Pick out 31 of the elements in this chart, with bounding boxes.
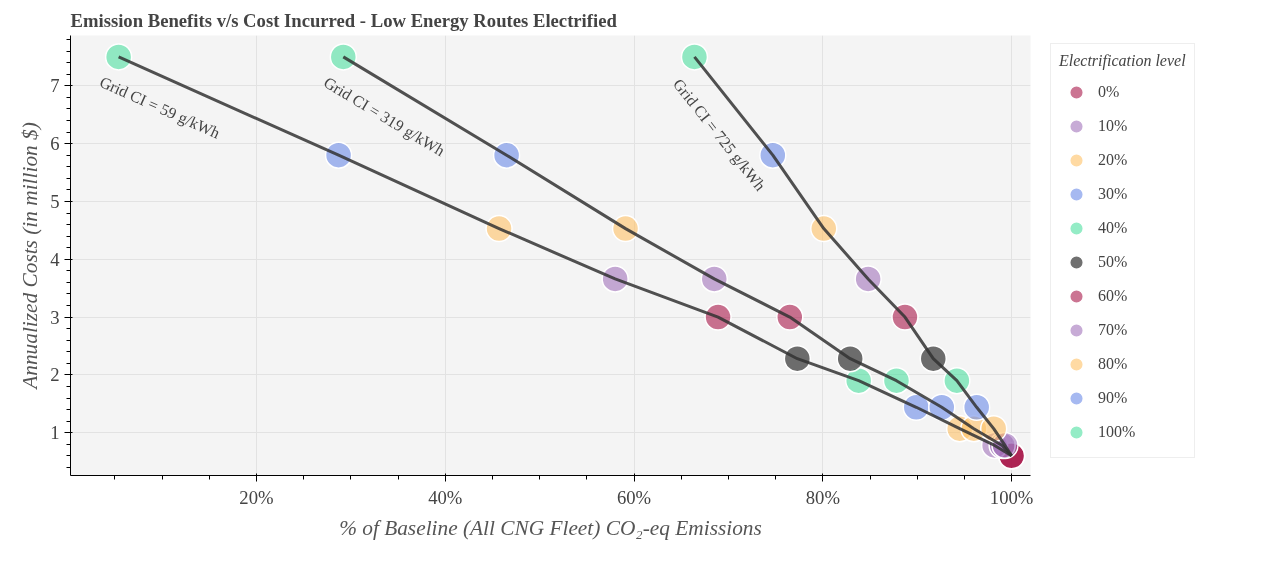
legend-label: 0% [1098, 83, 1120, 101]
y-tick-label: 1 [50, 422, 60, 444]
y-tick-label: 4 [50, 248, 61, 270]
legend-label: 30% [1098, 185, 1128, 203]
legend-label: 100% [1098, 423, 1136, 441]
legend-label: 60% [1098, 287, 1128, 305]
x-tick-label: 100% [989, 486, 1034, 508]
x-axis-title: % of Baseline (All CNG Fleet) CO₂-eq Emissions [339, 515, 762, 540]
x-tick-label: 80% [805, 486, 840, 508]
y-axis-title: Annualized Costs (in million $) [18, 122, 43, 391]
x-tick-label: 20% [239, 486, 274, 508]
y-tick-label: 2 [50, 364, 60, 386]
point [329, 43, 358, 71]
legend-label: 40% [1098, 219, 1128, 237]
legend-title: Electrification level [1059, 52, 1186, 70]
point [104, 43, 133, 71]
y-tick-label: 5 [50, 190, 60, 212]
y-tick-label: 3 [50, 306, 60, 328]
annotation: Grid CI = 59 g/kWh [96, 73, 223, 143]
legend-label: 20% [1098, 151, 1128, 169]
legend-label: 90% [1098, 389, 1128, 407]
legend-label: 70% [1098, 321, 1128, 339]
x-tick-label: 40% [428, 486, 463, 508]
point [680, 43, 709, 71]
y-tick-label: 6 [50, 133, 60, 155]
legend-label: 10% [1098, 117, 1128, 135]
legend-label: 80% [1098, 355, 1128, 373]
y-tick-label: 7 [50, 75, 60, 97]
x-tick-label: 60% [616, 486, 652, 508]
legend-label: 50% [1098, 253, 1128, 271]
chart-title: Emission Benefits v/s Cost Incurred - Low Energy Routes Electrified [70, 9, 618, 31]
